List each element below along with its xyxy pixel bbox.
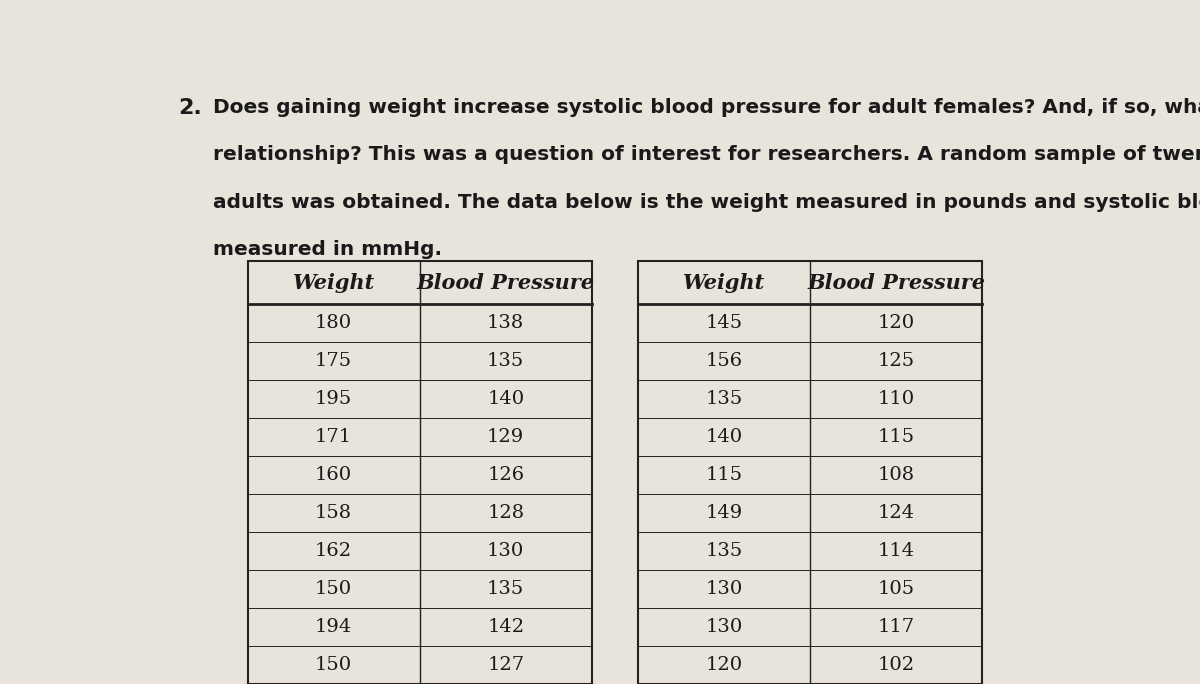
Text: 160: 160 <box>316 466 353 484</box>
Text: 114: 114 <box>877 542 914 560</box>
Text: 120: 120 <box>706 655 743 674</box>
Text: adults was obtained. The data below is the weight measured in pounds and systoli: adults was obtained. The data below is t… <box>214 193 1200 211</box>
Text: 180: 180 <box>316 315 353 332</box>
Text: 117: 117 <box>877 618 914 635</box>
Text: 120: 120 <box>877 315 914 332</box>
Text: 195: 195 <box>316 390 353 408</box>
Text: 130: 130 <box>706 580 743 598</box>
Text: 135: 135 <box>706 542 743 560</box>
Text: 194: 194 <box>316 618 353 635</box>
Text: Weight: Weight <box>683 273 766 293</box>
Text: 135: 135 <box>487 352 524 370</box>
Text: 127: 127 <box>487 655 524 674</box>
Text: 102: 102 <box>877 655 914 674</box>
Text: 2.: 2. <box>178 98 202 118</box>
Bar <box>247 261 592 683</box>
Text: Does gaining weight increase systolic blood pressure for adult females? And, if : Does gaining weight increase systolic bl… <box>214 98 1200 117</box>
Text: 158: 158 <box>316 504 353 522</box>
Text: 135: 135 <box>487 580 524 598</box>
Text: 138: 138 <box>487 315 524 332</box>
Text: 149: 149 <box>706 504 743 522</box>
Text: Weight: Weight <box>293 273 374 293</box>
Text: 129: 129 <box>487 428 524 446</box>
Text: 130: 130 <box>487 542 524 560</box>
Text: 128: 128 <box>487 504 524 522</box>
Text: 145: 145 <box>706 315 743 332</box>
Text: 125: 125 <box>877 352 914 370</box>
Text: 124: 124 <box>877 504 914 522</box>
Text: 110: 110 <box>877 390 914 408</box>
Text: Blood Pressure: Blood Pressure <box>416 273 595 293</box>
Text: measured in mmHg.: measured in mmHg. <box>214 240 443 259</box>
Text: 140: 140 <box>706 428 743 446</box>
Bar <box>638 261 983 683</box>
Text: 115: 115 <box>877 428 914 446</box>
Text: 150: 150 <box>316 580 353 598</box>
Text: 162: 162 <box>316 542 353 560</box>
Text: relationship? This was a question of interest for researchers. A random sample o: relationship? This was a question of int… <box>214 145 1200 164</box>
Text: 140: 140 <box>487 390 524 408</box>
Text: 156: 156 <box>706 352 743 370</box>
Text: 135: 135 <box>706 390 743 408</box>
Text: 105: 105 <box>877 580 914 598</box>
Text: 115: 115 <box>706 466 743 484</box>
Text: 175: 175 <box>316 352 353 370</box>
Text: Blood Pressure: Blood Pressure <box>808 273 985 293</box>
Text: 171: 171 <box>316 428 353 446</box>
Text: 126: 126 <box>487 466 524 484</box>
Text: 108: 108 <box>877 466 914 484</box>
Text: 130: 130 <box>706 618 743 635</box>
Text: 150: 150 <box>316 655 353 674</box>
Text: 142: 142 <box>487 618 524 635</box>
